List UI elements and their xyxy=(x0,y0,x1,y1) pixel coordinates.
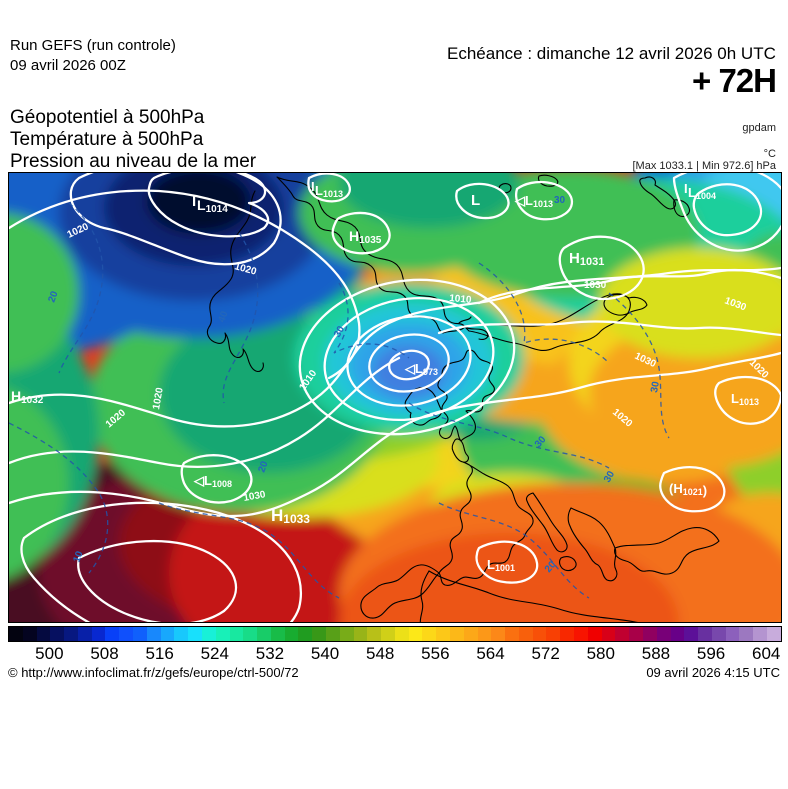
svg-text:L: L xyxy=(471,192,480,209)
svg-text:30: 30 xyxy=(554,195,566,206)
svg-text:I: I xyxy=(192,193,196,210)
svg-text:1010: 1010 xyxy=(449,293,473,306)
svg-text:1030: 1030 xyxy=(584,280,607,291)
